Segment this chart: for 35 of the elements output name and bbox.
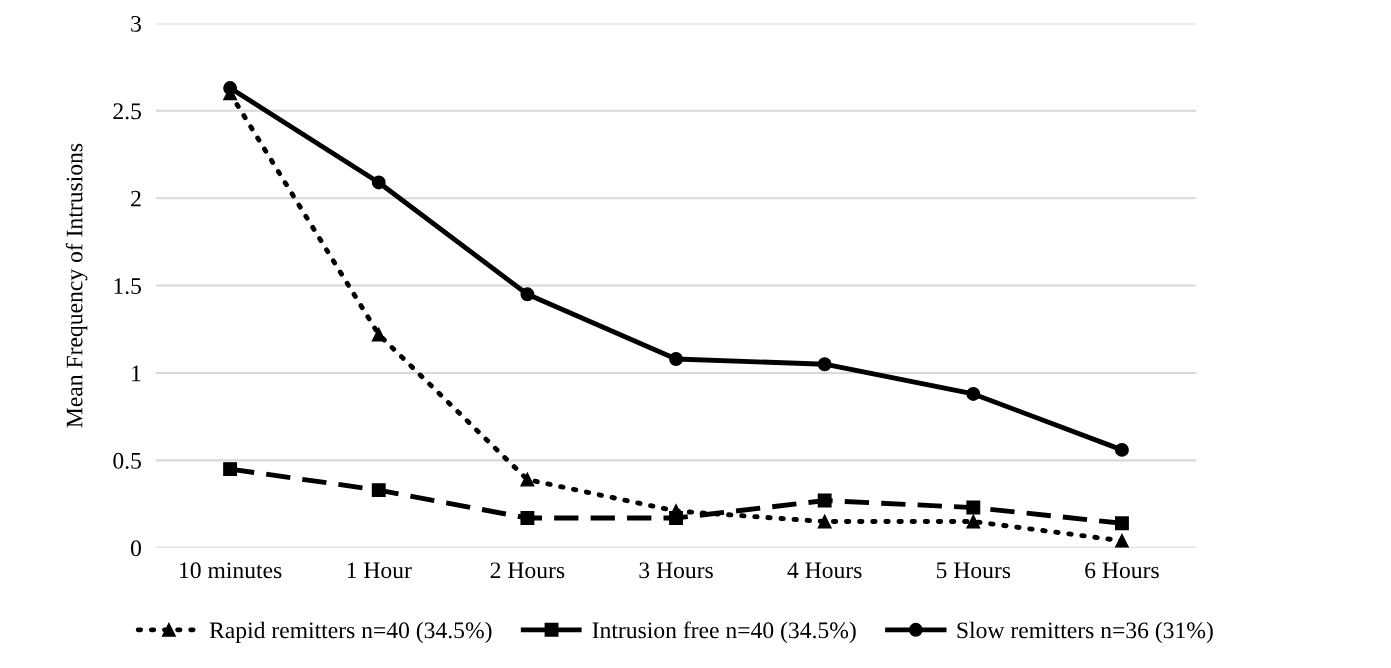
point [1114, 533, 1129, 548]
point [520, 287, 535, 302]
point [966, 386, 981, 401]
x-tick-label: 1 Hour [347, 562, 412, 579]
point [520, 472, 535, 487]
point [520, 511, 535, 525]
y-tick-label: 1.5 [114, 278, 141, 295]
x-tick-label: 5 Hours [936, 562, 1011, 579]
point [371, 175, 386, 190]
y-tick-label: 1 [132, 365, 141, 382]
y-tick-label: 2.5 [113, 103, 141, 120]
y-tick-label: 0.5 [113, 452, 141, 469]
x-tick-label: 2 Hours [490, 562, 565, 579]
legend-label: Slow remitters n=36 (31%) [957, 621, 1213, 644]
point [1114, 516, 1129, 531]
legend-label: Intrusion free n=40 (34.5%) [592, 621, 856, 644]
point [817, 357, 832, 372]
point [371, 327, 386, 342]
x-tick-label: 6 Hours [1085, 562, 1159, 579]
point [223, 462, 238, 477]
y-tick-label: 3 [131, 15, 141, 32]
point [817, 514, 832, 529]
y-tick-label: 0 [131, 540, 141, 557]
point [1114, 442, 1129, 457]
point [817, 493, 832, 508]
legend-label: Rapid remitters n=40 (34.5%) [209, 621, 492, 644]
point [966, 500, 981, 515]
x-tick-label: 10 minutes [180, 562, 282, 579]
y-tick-label: 2 [131, 190, 141, 207]
point [669, 352, 683, 366]
y-axis-title: Mean Frequency of Intrusions [65, 143, 88, 428]
point [966, 514, 981, 529]
x-tick-label: 3 Hours [639, 562, 713, 579]
x-tick-label: 4 Hours [787, 562, 862, 579]
point [371, 483, 386, 498]
